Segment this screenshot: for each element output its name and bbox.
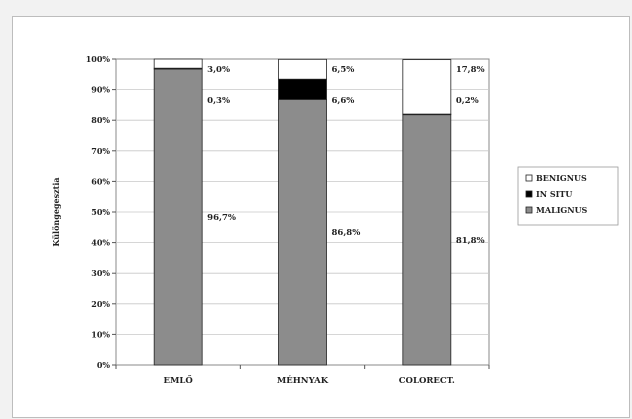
data-label-in-situ: 6,6% <box>332 96 355 106</box>
y-tick-label: 50% <box>91 207 110 217</box>
y-tick-label: 10% <box>91 329 110 339</box>
data-label-malignus: 96,7% <box>207 213 236 223</box>
y-tick-label: 60% <box>91 176 110 186</box>
bar-segment-malignus <box>278 98 327 366</box>
y-tick-label: 20% <box>91 299 110 309</box>
y-tick-label: 30% <box>91 268 110 278</box>
y-tick-label: 40% <box>91 238 110 248</box>
y-tick-label: 80% <box>91 115 110 125</box>
y-tick-label: 0% <box>97 360 111 370</box>
y-tick-label: 90% <box>91 85 110 95</box>
bar-segment-malignus <box>153 68 203 366</box>
data-label-benignus: 6,5% <box>332 65 355 75</box>
bar-segment-in-situ <box>278 78 327 100</box>
y-axis-label: Különgegesztia <box>51 177 61 246</box>
x-category-label: EMLŐ <box>164 373 194 386</box>
legend-entry-malignus: MALIGNUS <box>536 205 588 215</box>
bar-segment-benignus <box>278 58 327 80</box>
y-tick-label: 70% <box>91 146 110 156</box>
bar-segment-benignus <box>402 59 452 115</box>
data-label-in-situ: 0,2% <box>456 96 479 106</box>
data-label-benignus: 3,0% <box>207 65 230 75</box>
data-label-malignus: 86,8% <box>332 228 361 238</box>
data-label-in-situ: 0,3% <box>207 96 230 106</box>
y-tick-label: 100% <box>86 54 111 64</box>
data-label-benignus: 17,8% <box>456 65 485 75</box>
bar-segment-malignus <box>402 114 452 366</box>
legend-swatch-benignus <box>525 174 533 182</box>
x-category-label: MÉHNYAK <box>277 374 329 386</box>
legend-swatch-in-situ <box>525 190 533 198</box>
bar-segment-benignus <box>153 58 203 69</box>
legend-entry-in-situ: IN SITU <box>536 189 572 199</box>
x-category-label: COLORECT. <box>399 376 455 386</box>
data-label-malignus: 81,8% <box>456 236 485 246</box>
chart-frame: 0% 10% 20% 30% 40% 50% 60% 70% 80% 90% 100% Különge… <box>12 16 630 418</box>
legend-swatch-malignus <box>525 206 533 214</box>
stacked-bar-chart: 0% 10% 20% 30% 40% 50% 60% 70% 80% 90% 100% Különge… <box>51 54 619 386</box>
legend-box <box>517 166 619 226</box>
legend-entry-benignus: BENIGNUS <box>536 173 587 183</box>
